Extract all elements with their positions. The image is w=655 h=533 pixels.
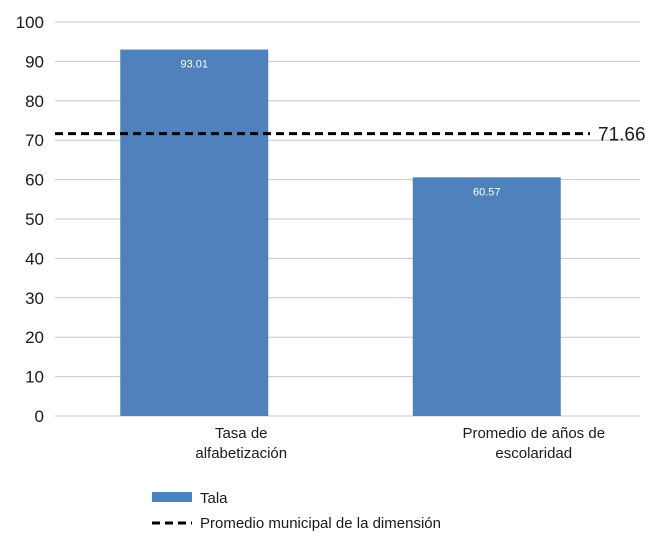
y-tick-label: 50 bbox=[25, 210, 44, 229]
legend-label-series: Tala bbox=[200, 490, 228, 507]
x-category-label: alfabetización bbox=[195, 445, 287, 462]
y-axis-tick-labels: 0 10 20 30 40 50 60 70 80 90 100 bbox=[16, 13, 44, 426]
bar bbox=[120, 49, 269, 417]
legend-label-reference: Promedio municipal de la dimensión bbox=[200, 515, 441, 532]
y-tick-label: 60 bbox=[25, 171, 44, 190]
y-tick-label: 30 bbox=[25, 289, 44, 308]
y-tick-label: 100 bbox=[16, 13, 44, 32]
y-tick-label: 20 bbox=[25, 328, 44, 347]
bar bbox=[412, 177, 561, 416]
y-tick-label: 10 bbox=[25, 368, 44, 387]
y-tick-label: 90 bbox=[25, 52, 44, 71]
x-category-label: escolaridad bbox=[495, 445, 572, 462]
x-axis-category-labels: Tasa de alfabetización Promedio de años de… bbox=[195, 425, 605, 462]
bars bbox=[120, 49, 561, 417]
y-tick-label: 0 bbox=[35, 407, 44, 426]
y-tick-label: 40 bbox=[25, 249, 44, 268]
x-category-label: Tasa de bbox=[215, 425, 268, 442]
x-category-label: Promedio de años de bbox=[462, 425, 605, 442]
y-tick-label: 70 bbox=[25, 131, 44, 150]
y-tick-label: 80 bbox=[25, 92, 44, 111]
reference-line-group: 71.66 bbox=[55, 125, 646, 146]
reference-line-label: 71.66 bbox=[598, 125, 646, 146]
data-label: 60.57 bbox=[473, 186, 501, 198]
legend: Tala Promedio municipal de la dimensión bbox=[152, 490, 441, 532]
data-label: 93.01 bbox=[180, 59, 208, 71]
data-labels: 93.01 60.57 bbox=[180, 59, 500, 199]
legend-swatch-series bbox=[152, 492, 192, 502]
